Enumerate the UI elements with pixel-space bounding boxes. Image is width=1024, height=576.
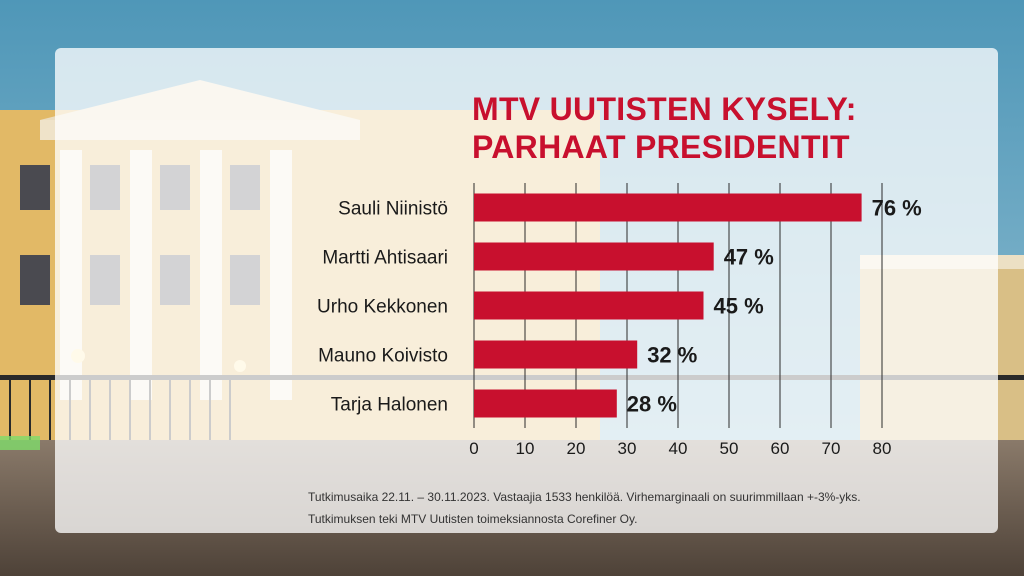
x-tick-label: 40: [669, 439, 688, 458]
category-label: Sauli Niinistö: [338, 199, 448, 220]
category-label: Mauno Koivisto: [318, 346, 448, 367]
bar: [474, 389, 617, 418]
category-label: Urho Kekkonen: [317, 297, 448, 318]
content-panel: [55, 48, 998, 533]
x-tick-label: 70: [822, 439, 841, 458]
chart-title-line-2: PARHAAT PRESIDENTIT: [472, 129, 850, 165]
bar: [474, 193, 862, 222]
category-label: Tarja Halonen: [331, 395, 448, 416]
value-label: 76 %: [872, 196, 922, 221]
x-tick-label: 20: [567, 439, 586, 458]
category-label: Martti Ahtisaari: [322, 248, 448, 269]
x-tick-label: 0: [469, 439, 478, 458]
value-label: 32 %: [647, 343, 697, 368]
chart-title: MTV UUTISTEN KYSELY: PARHAAT PRESIDENTIT: [472, 90, 952, 166]
footnote-line-2: Tutkimuksen teki MTV Uutisten toimeksian…: [308, 512, 638, 526]
x-tick-label: 80: [873, 439, 892, 458]
x-tick-label: 60: [771, 439, 790, 458]
chart-title-line-1: MTV UUTISTEN KYSELY:: [472, 91, 857, 127]
bar: [474, 242, 714, 271]
x-tick-label: 50: [720, 439, 739, 458]
value-label: 45 %: [714, 294, 764, 319]
bar: [474, 340, 638, 369]
x-tick-label: 30: [618, 439, 637, 458]
bar: [474, 291, 704, 320]
x-tick-label: 10: [516, 439, 535, 458]
footnote-line-1: Tutkimusaika 22.11. – 30.11.2023. Vastaa…: [308, 490, 861, 504]
value-label: 28 %: [627, 392, 677, 417]
value-label: 47 %: [724, 245, 774, 270]
footnote: Tutkimusaika 22.11. – 30.11.2023. Vastaa…: [308, 486, 968, 530]
